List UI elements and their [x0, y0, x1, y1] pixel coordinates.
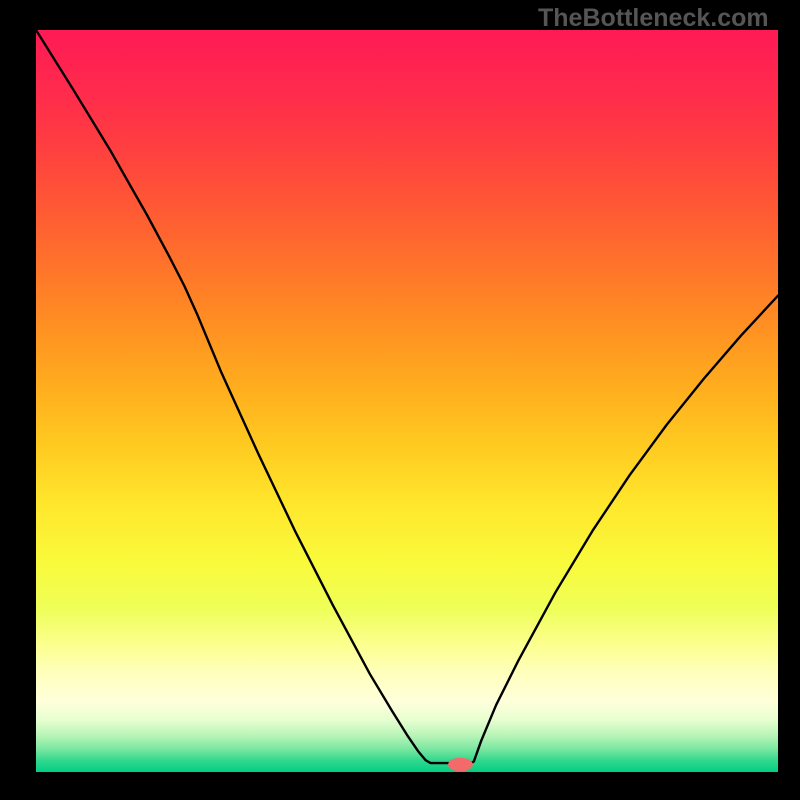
watermark-text: TheBottleneck.com: [538, 4, 769, 33]
optimum-marker: [449, 758, 473, 771]
chart-background: [36, 30, 778, 772]
plot-area: [36, 30, 778, 772]
chart-outer: TheBottleneck.com: [0, 0, 800, 800]
chart-svg: [36, 30, 778, 772]
